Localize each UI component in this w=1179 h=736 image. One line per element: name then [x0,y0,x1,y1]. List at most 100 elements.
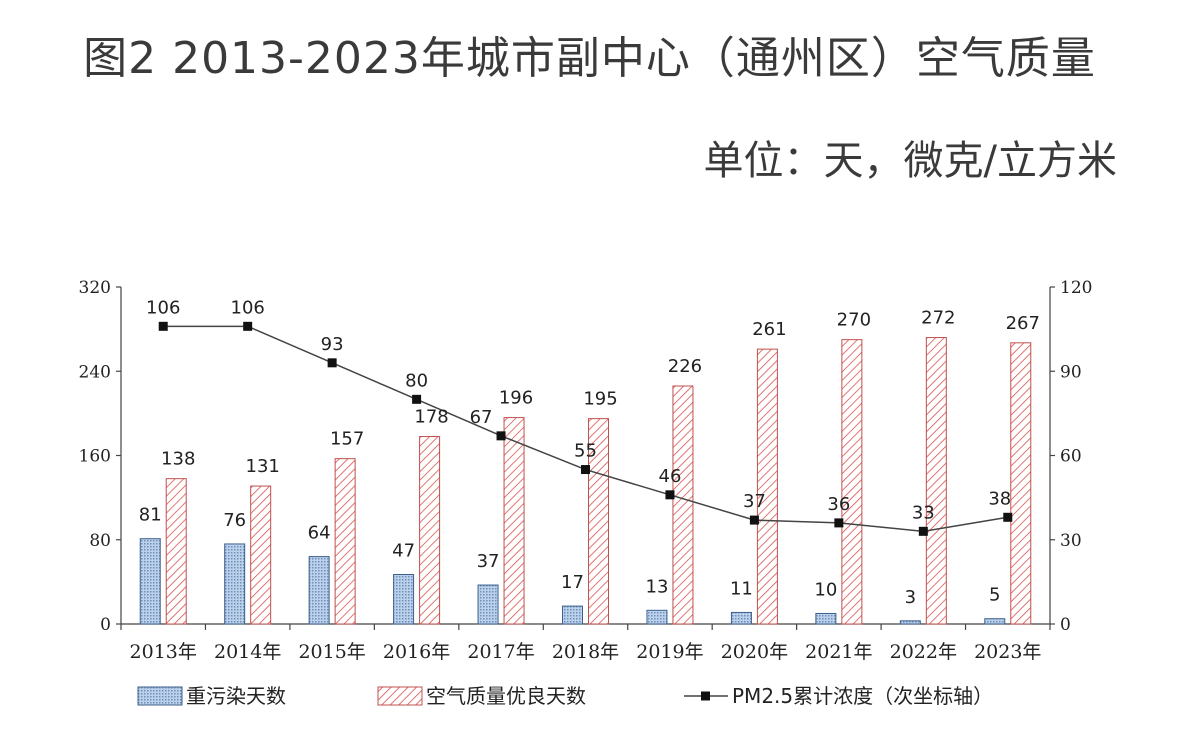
x-tick-label: 2016年 [383,641,450,663]
pm25-marker [496,431,506,441]
pm25-label: 38 [988,488,1011,509]
x-tick-label: 2014年 [214,641,281,663]
good-air-bar [588,418,609,625]
pm25-marker [412,394,422,404]
y-tick-label: 0 [100,615,111,635]
x-tick-label: 2015年 [298,641,365,663]
heavy-pollution-bar [562,605,583,625]
pm25-marker [1003,512,1013,522]
x-tick-label: 2023年 [974,641,1041,663]
good-air-bar [672,385,694,625]
heavy-pollution-bar [646,609,668,625]
pm25-label: 106 [231,297,265,318]
pm25-label: 37 [743,491,766,512]
pm25-label: 80 [405,370,428,391]
legend-swatch-heavy-pollution [137,686,183,706]
good-air-label: 270 [837,310,871,331]
heavy-pollution-label: 5 [989,585,1000,606]
pm25-marker [749,515,759,525]
axes: 0 80 160 240 320 0 30 60 90 120 2013年 2014年 2015年 201… [79,278,1093,663]
heavy-pollution-label: 10 [814,579,837,600]
pm25-label: 55 [574,441,597,462]
heavy-pollution-label: 64 [308,523,331,544]
y2-tick-label: 90 [1060,362,1082,382]
heavy-pollution-label: 47 [392,541,415,562]
good-air-label: 196 [499,388,533,409]
y2-tick-label: 120 [1060,278,1092,298]
good-air-bars [165,337,1032,625]
good-air-label: 267 [1006,313,1040,334]
good-air-bar [925,337,947,625]
heavy-pollution-bar [393,574,415,625]
good-air-bar [419,436,441,625]
x-tick-label: 2020年 [721,641,788,663]
legend-swatch-good-air [377,686,423,706]
good-air-bar [841,339,863,625]
y-tick-label: 320 [79,278,111,298]
x-tick-label: 2013年 [130,641,197,663]
heavy-pollution-bar [224,543,246,625]
heavy-pollution-bar [308,556,330,625]
pm25-label: 33 [912,502,935,523]
data-labels: 81 138 76 131 64 157 47 178 37 196 17 195 13 226 11 261… [139,297,1040,608]
y2-tick-label: 0 [1060,615,1071,635]
good-air-label: 261 [752,319,786,340]
good-air-label: 178 [414,407,448,428]
pm25-marker [918,526,928,536]
legend-label-pm25: PM2.5累计浓度（次坐标轴） [732,684,993,708]
heavy-pollution-label: 17 [561,572,584,593]
good-air-label: 157 [330,429,364,450]
legend-label-good-air: 空气质量优良天数 [426,684,586,708]
pm25-marker [581,465,590,475]
x-tick-label: 2022年 [890,641,957,663]
x-tick-label: 2018年 [552,641,619,663]
good-air-bar [1010,342,1032,625]
heavy-pollution-bar [984,618,1006,625]
pm25-line [158,321,1013,536]
x-tick-label: 2017年 [467,641,534,663]
chart-title: 图2 2013-2023年城市副中心（通州区）空气质量 [83,33,1096,84]
pm25-label: 106 [146,297,180,318]
pm25-line-path [163,325,1008,533]
heavy-pollution-bar [477,584,499,625]
heavy-pollution-bar [899,620,921,625]
pm25-label: 46 [659,466,682,487]
y-tick-label: 240 [79,362,111,382]
pm25-label: 67 [470,407,493,428]
legend-swatch-pm25-marker [701,691,710,701]
heavy-pollution-bar [815,612,837,625]
good-air-bar [334,458,356,625]
heavy-pollution-label: 81 [139,505,162,526]
good-air-label: 272 [921,308,955,329]
pm25-marker [834,518,844,528]
heavy-pollution-bar [730,611,752,625]
y2-tick-label: 60 [1060,447,1082,467]
pm25-label: 36 [827,494,850,515]
good-air-label: 195 [583,389,617,410]
y2-tick-label: 30 [1060,531,1082,551]
y-tick-label: 80 [89,531,111,551]
heavy-pollution-label: 13 [646,576,669,597]
pm25-marker [243,321,253,331]
legend-label-heavy-pollution: 重污染天数 [186,684,286,708]
good-air-bar [165,478,187,625]
good-air-bar [250,485,272,625]
legend: 重污染天数 空气质量优良天数 PM2.5累计浓度（次坐标轴） [137,684,993,708]
good-air-bar [756,348,778,625]
good-air-label: 226 [668,356,702,377]
y-tick-label: 160 [79,447,111,467]
good-air-label: 131 [246,456,280,477]
pm25-marker [327,358,337,368]
good-air-label: 138 [161,449,195,470]
heavy-pollution-label: 3 [905,587,916,608]
pm25-marker [158,321,168,331]
good-air-bar [503,417,525,625]
heavy-pollution-bar [139,538,161,625]
x-tick-label: 2021年 [805,641,872,663]
heavy-pollution-label: 37 [477,551,500,572]
heavy-pollution-bars [139,538,1006,625]
heavy-pollution-label: 11 [730,578,753,599]
x-tick-label: 2019年 [636,641,703,663]
pm25-marker [665,490,675,500]
